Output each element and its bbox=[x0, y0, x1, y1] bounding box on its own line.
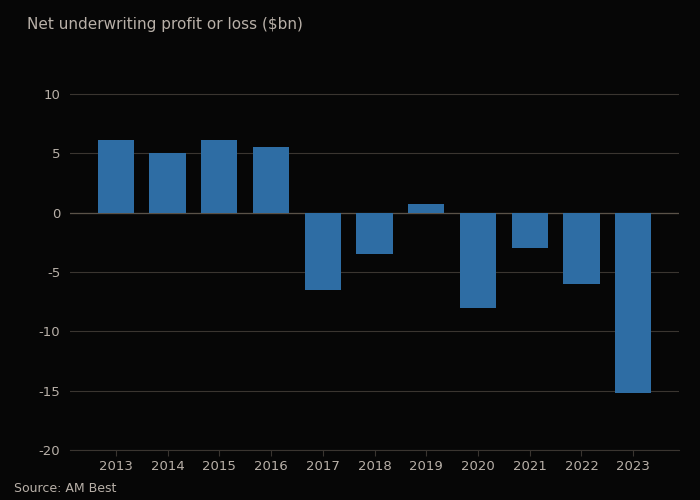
Text: Source: AM Best: Source: AM Best bbox=[14, 482, 116, 495]
Bar bbox=[564, 212, 600, 284]
Bar bbox=[253, 147, 289, 212]
Bar bbox=[356, 212, 393, 254]
Bar bbox=[201, 140, 237, 212]
Bar bbox=[460, 212, 496, 308]
Text: Net underwriting profit or loss ($bn): Net underwriting profit or loss ($bn) bbox=[27, 17, 303, 32]
Bar bbox=[149, 153, 186, 212]
Bar bbox=[304, 212, 341, 290]
Bar bbox=[512, 212, 548, 248]
Bar bbox=[615, 212, 651, 393]
Bar bbox=[98, 140, 134, 212]
Bar bbox=[408, 204, 444, 212]
